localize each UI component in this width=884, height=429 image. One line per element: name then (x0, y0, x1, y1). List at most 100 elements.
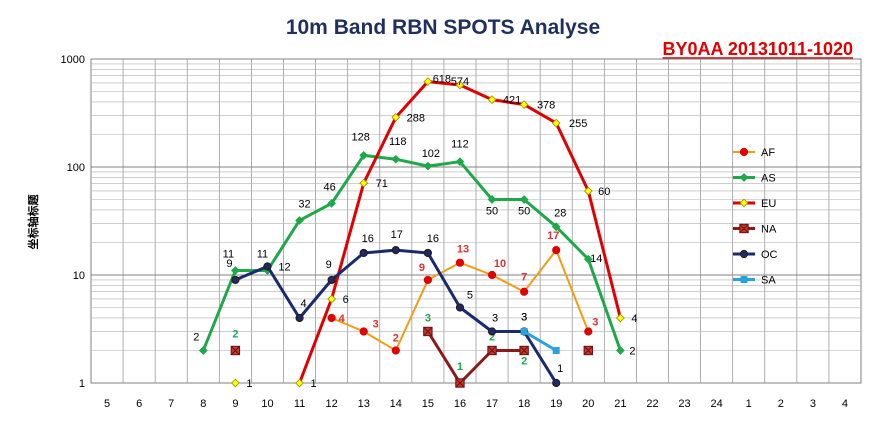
data-label-as: 128 (352, 131, 370, 143)
x-tick-label: 19 (550, 398, 562, 410)
series-line-sa (523, 330, 557, 352)
data-label-as: 14 (590, 253, 602, 265)
data-label-as: 28 (554, 208, 566, 220)
data-label-na: 2 (521, 355, 527, 367)
data-point-af (327, 313, 336, 323)
data-point-oc (327, 275, 336, 285)
data-label-as: 2 (193, 331, 199, 343)
series-sa: 3 (520, 311, 560, 354)
marker-cross (739, 223, 749, 234)
data-label-na: 1 (457, 361, 463, 373)
data-label-eu: 6 (343, 294, 349, 306)
legend-marker (739, 249, 749, 259)
marker-cross (583, 345, 593, 356)
x-tick-label: 3 (810, 398, 816, 410)
x-tick-label: 6 (136, 398, 142, 410)
marker-cross (519, 345, 529, 356)
data-point-oc (455, 303, 465, 312)
data-point-eu (359, 178, 369, 188)
data-point-as (551, 222, 561, 232)
x-tick-label: 13 (358, 398, 370, 410)
legend-marker (739, 173, 749, 182)
data-point-eu (391, 113, 401, 122)
x-tick-label: 7 (168, 398, 174, 410)
data-point-sa (520, 327, 528, 335)
data-label-oc: 16 (427, 233, 439, 245)
data-label-af: 3 (592, 316, 598, 328)
data-point-as (198, 346, 208, 355)
data-label-oc: 4 (300, 298, 306, 310)
data-label-oc: 3 (492, 312, 498, 324)
data-label-as: 32 (298, 198, 310, 210)
legend-marker (740, 276, 748, 283)
data-label-na: 2 (489, 331, 495, 343)
data-point-eu (231, 378, 240, 388)
y-axis-title: 坐标轴标题 (26, 194, 40, 250)
legend-marker (739, 198, 749, 208)
data-label-as: 102 (422, 148, 440, 160)
data-label-eu: 288 (407, 112, 425, 124)
x-tick-label: 12 (326, 398, 338, 410)
data-point-eu (551, 118, 561, 128)
legend: AF AS EU NA OC SA (733, 147, 778, 287)
data-point-na (487, 345, 497, 356)
chart-subtitle: BY0AA 20131011-1020 (663, 39, 853, 59)
data-point-as (327, 199, 336, 208)
data-label-na: 3 (425, 312, 431, 324)
legend-marker (739, 223, 749, 234)
legend-item-af: AF (733, 147, 775, 159)
data-label-as: 11 (223, 249, 234, 261)
data-point-eu (455, 80, 465, 90)
data-point-as (391, 154, 401, 164)
x-tick-label: 20 (582, 398, 594, 410)
marker-cross (230, 345, 240, 356)
data-label-eu: 4 (631, 313, 637, 325)
data-point-as (423, 161, 433, 171)
data-point-af (520, 287, 529, 296)
data-point-af (359, 327, 368, 336)
data-point-oc (391, 246, 400, 255)
data-point-eu (423, 77, 433, 86)
x-tick-label: 11 (294, 398, 305, 410)
data-point-eu (295, 378, 304, 388)
data-label-af: 13 (457, 244, 469, 256)
data-label-na: 2 (232, 328, 238, 340)
data-label-eu: 378 (537, 100, 555, 112)
legend-label: SA (761, 275, 776, 287)
data-label-oc: 17 (391, 229, 403, 241)
y-tick-label: 1000 (61, 54, 85, 66)
data-point-as (519, 195, 529, 204)
series-na: 2 3 1 2 2 (230, 312, 593, 388)
data-label-as: 118 (389, 136, 407, 148)
legend-label: NA (761, 224, 777, 236)
data-point-eu (487, 95, 497, 104)
data-point-af (552, 246, 561, 255)
legend-label: EU (761, 198, 776, 210)
x-tick-label: 14 (390, 398, 402, 410)
data-label-as: 46 (324, 181, 336, 193)
data-point-na (519, 345, 529, 356)
data-label-oc: 12 (278, 261, 290, 273)
data-point-oc (295, 313, 304, 323)
legend-label: AS (761, 173, 776, 185)
data-point-as (455, 157, 465, 167)
x-tick-label: 17 (486, 398, 498, 410)
marker-cross (487, 345, 497, 356)
data-label-as: 11 (257, 249, 268, 261)
data-point-as (359, 151, 369, 160)
data-label-af: 7 (521, 272, 527, 284)
data-point-oc (359, 248, 368, 258)
y-tick-label: 1 (79, 378, 85, 390)
legend-item-as: AS (733, 173, 776, 185)
x-tick-label: 9 (232, 398, 238, 410)
legend-item-na: NA (733, 224, 777, 236)
x-tick-label: 23 (678, 398, 690, 410)
series-af: 4 3 2 9 13 10 7 17 3 (327, 230, 598, 355)
data-label-oc: 5 (467, 290, 473, 302)
x-tick-label: 5 (104, 398, 110, 410)
data-label-af: 4 (339, 313, 346, 325)
x-tick-label: 22 (646, 398, 658, 410)
data-label-oc: 16 (362, 233, 374, 245)
data-point-na (230, 345, 241, 356)
